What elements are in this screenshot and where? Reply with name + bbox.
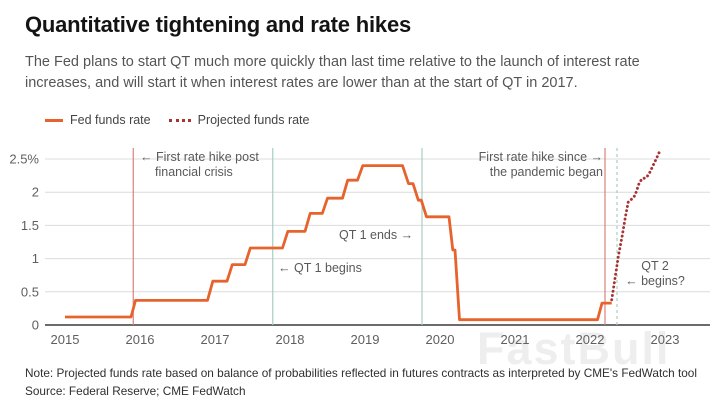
annotation-line: First rate hike since →	[478, 150, 603, 164]
legend-item-fed-funds-rate: Fed funds rate	[45, 113, 151, 127]
legend-label: Projected funds rate	[197, 113, 310, 127]
annotation-line: ← First rate hike post	[140, 150, 259, 164]
legend-item-projected-funds-rate: Projected funds rate	[168, 113, 310, 127]
projected-funds-rate-line	[610, 149, 662, 302]
annotation-qt1-begins: ← QT 1 begins	[278, 261, 362, 276]
annotation-line: QT 1 ends →	[339, 228, 414, 242]
legend-label: Fed funds rate	[70, 113, 151, 127]
page-title: Quantitative tightening and rate hikes	[25, 12, 412, 37]
x-tick-label: 2015	[51, 332, 80, 347]
annotation-qt1-ends: QT 1 ends →	[339, 228, 413, 243]
annotation-first-rate-hike-pandemic: First rate hike since → the pandemic beg…	[455, 150, 603, 180]
y-tick-label: 1.5	[21, 218, 39, 233]
y-tick-label: 0.5	[21, 284, 39, 299]
annotation-qt2-begins: QT 2 ← begins?	[621, 259, 689, 289]
x-tick-label: 2016	[126, 332, 155, 347]
chart-source: Source: Federal Reserve; CME FedWatch	[25, 384, 246, 398]
x-tick-label: 2019	[351, 332, 380, 347]
annotation-first-rate-hike-post-crisis: ← First rate hike post financial crisis	[140, 150, 259, 180]
fed-funds-line-swatch-icon	[45, 118, 63, 122]
annotation-line: QT 2	[641, 259, 669, 273]
annotation-line: the pandemic began	[489, 165, 603, 179]
chart-note: Note: Projected funds rate based on bala…	[25, 366, 697, 380]
x-tick-label: 2023	[651, 332, 680, 347]
y-tick-label: 1	[32, 251, 39, 266]
annotation-line: financial crisis	[155, 165, 233, 179]
x-tick-label: 2020	[426, 332, 455, 347]
fed-funds-rate-line	[65, 164, 612, 322]
fastbull-watermark: FastBull	[477, 323, 671, 374]
x-tick-label: 2017	[201, 332, 230, 347]
chart-subtitle: The Fed plans to start QT much more quic…	[25, 54, 640, 91]
annotation-line: ← QT 1 begins	[278, 261, 362, 275]
x-tick-label: 2018	[276, 332, 305, 347]
x-tick-label: 2022	[576, 332, 605, 347]
chart-legend: Fed funds rate Projected funds rate	[45, 113, 309, 127]
y-tick-label: 2.5%	[9, 152, 39, 167]
x-tick-label: 2021	[501, 332, 530, 347]
annotation-line: ← begins?	[625, 274, 685, 288]
projected-funds-dotted-swatch-icon	[168, 118, 191, 122]
y-tick-label: 0	[32, 318, 39, 333]
y-tick-label: 2	[32, 185, 39, 200]
